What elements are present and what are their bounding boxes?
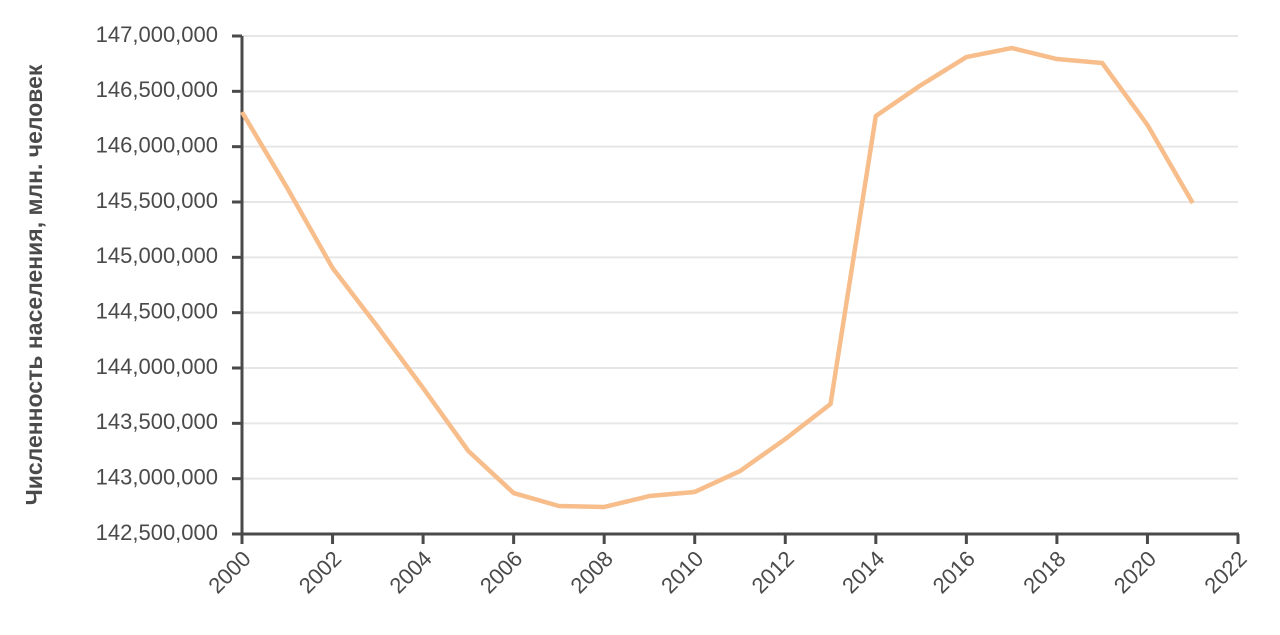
y-tick-label: 146,000,000 — [96, 132, 218, 157]
x-tick-label: 2000 — [203, 546, 255, 598]
y-tick-label: 144,500,000 — [96, 298, 218, 323]
y-tick-label: 147,000,000 — [96, 22, 218, 47]
x-tick-label: 2022 — [1199, 546, 1251, 598]
x-tick-label: 2010 — [656, 546, 708, 598]
y-axis-label: Численность населения, млн. человек — [21, 64, 47, 505]
x-tick-label: 2004 — [384, 546, 436, 598]
y-tick-label: 146,500,000 — [96, 77, 218, 102]
x-tick-label: 2012 — [747, 546, 799, 598]
x-tick-label: 2020 — [1109, 546, 1161, 598]
data-line — [240, 45, 1195, 510]
y-tick-label: 143,000,000 — [96, 464, 218, 489]
x-tick-label: 2002 — [294, 546, 346, 598]
y-tick-label: 144,000,000 — [96, 354, 218, 379]
x-tick-label: 2016 — [928, 546, 980, 598]
x-tick-label: 2014 — [837, 546, 889, 598]
y-tick-label: 145,000,000 — [96, 243, 218, 268]
y-tick-label: 142,500,000 — [96, 520, 218, 545]
x-tick-label: 2018 — [1018, 546, 1070, 598]
x-tick-label: 2008 — [566, 546, 618, 598]
x-tick-label: 2006 — [475, 546, 527, 598]
y-tick-label: 145,500,000 — [96, 188, 218, 213]
y-tick-label: 143,500,000 — [96, 409, 218, 434]
